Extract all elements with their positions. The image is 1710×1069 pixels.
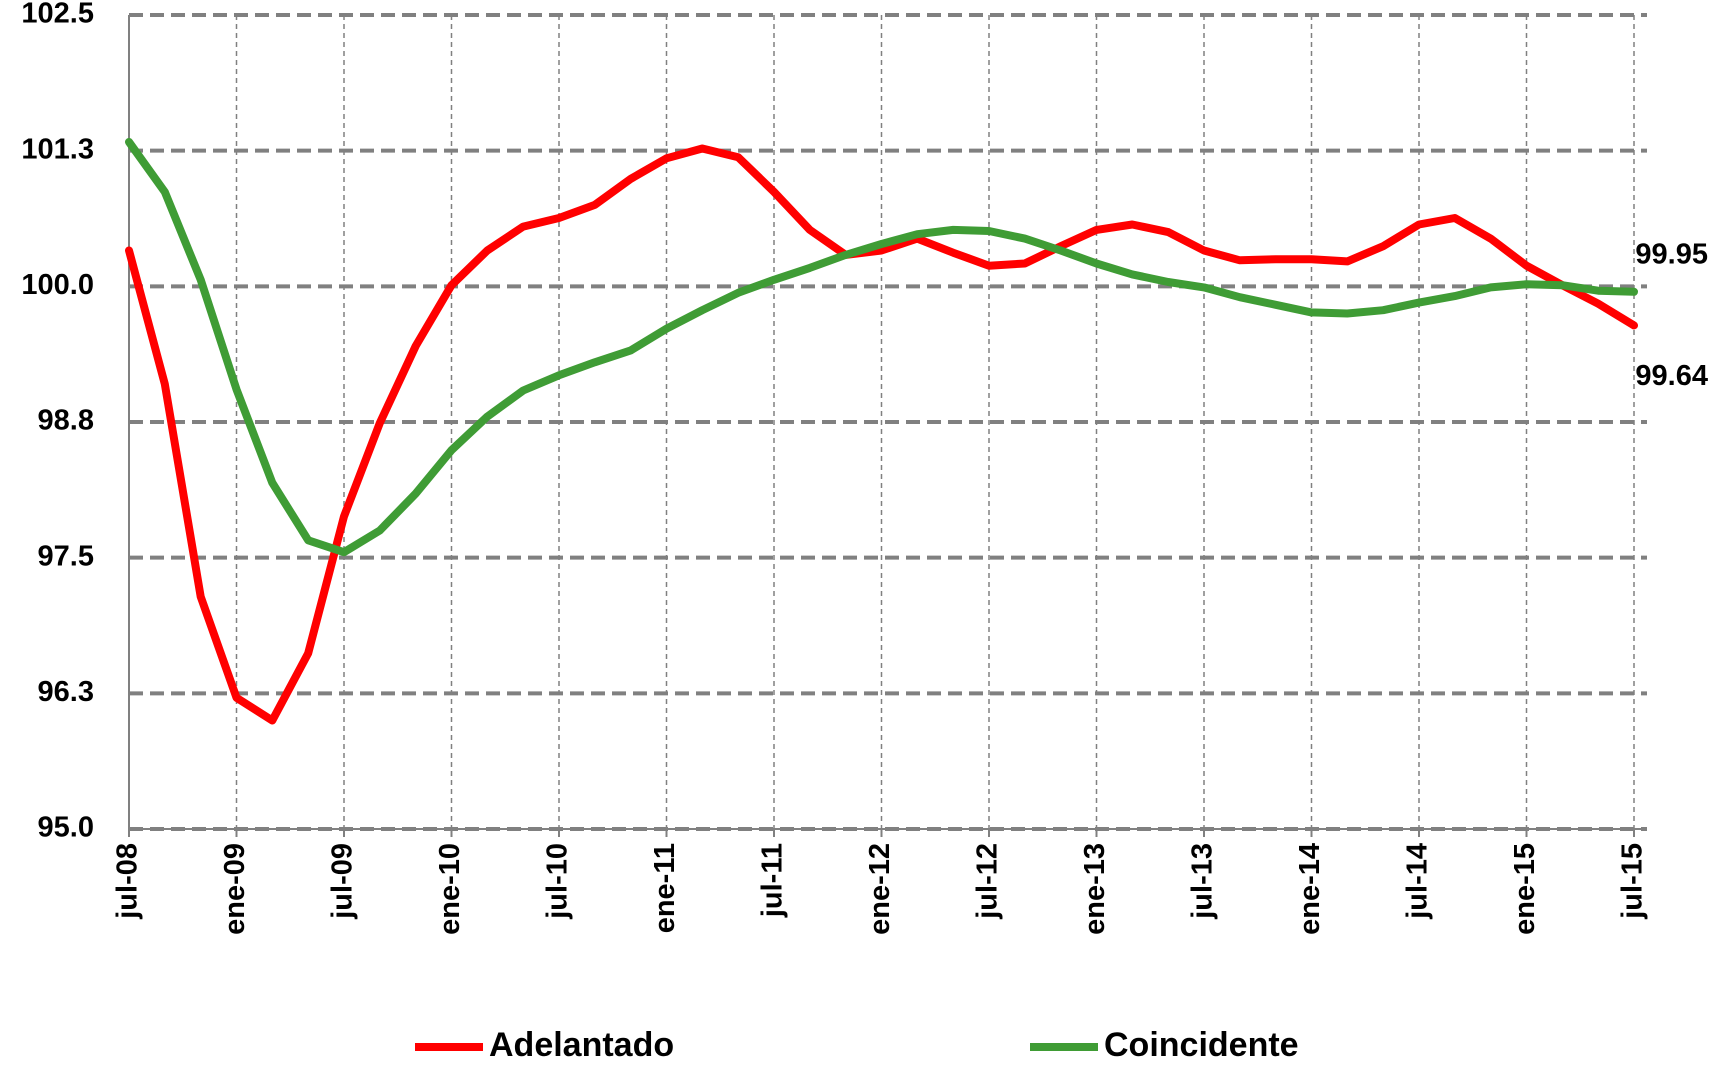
y-tick-label: 100.0 <box>21 269 94 301</box>
legend-label: Coincidente <box>1104 1026 1299 1064</box>
x-tick-label: jul-11 <box>757 843 789 918</box>
y-tick-label: 102.5 <box>21 0 94 30</box>
x-tick-label: ene-14 <box>1294 843 1326 935</box>
x-tick-label: jul-10 <box>542 843 574 920</box>
x-tick-label: jul-15 <box>1617 843 1649 920</box>
x-tick-label: ene-13 <box>1079 843 1111 935</box>
series-line <box>125 144 1638 725</box>
x-tick-label: ene-09 <box>219 843 251 935</box>
data-label: 99.64 <box>1635 360 1708 392</box>
x-tick-label: jul-13 <box>1187 843 1219 920</box>
x-tick-label: jul-14 <box>1402 843 1434 920</box>
series-line <box>125 138 1638 557</box>
x-tick-label: ene-12 <box>864 843 896 935</box>
y-tick-label: 97.5 <box>38 540 94 572</box>
y-tick-label: 95.0 <box>38 812 94 844</box>
x-tick-label: jul-12 <box>972 843 1004 920</box>
y-tick-label: 96.3 <box>38 676 94 708</box>
x-tick-label: jul-08 <box>112 843 144 920</box>
x-tick-label: jul-09 <box>327 843 359 920</box>
x-tick-label: ene-15 <box>1509 843 1541 935</box>
legend-label: Adelantado <box>489 1026 674 1064</box>
y-tick-label: 98.8 <box>38 405 94 437</box>
data-label: 99.95 <box>1635 238 1708 270</box>
x-tick-label: ene-10 <box>434 843 466 935</box>
y-tick-label: 101.3 <box>21 133 94 165</box>
x-tick-label: ene-11 <box>649 843 681 933</box>
